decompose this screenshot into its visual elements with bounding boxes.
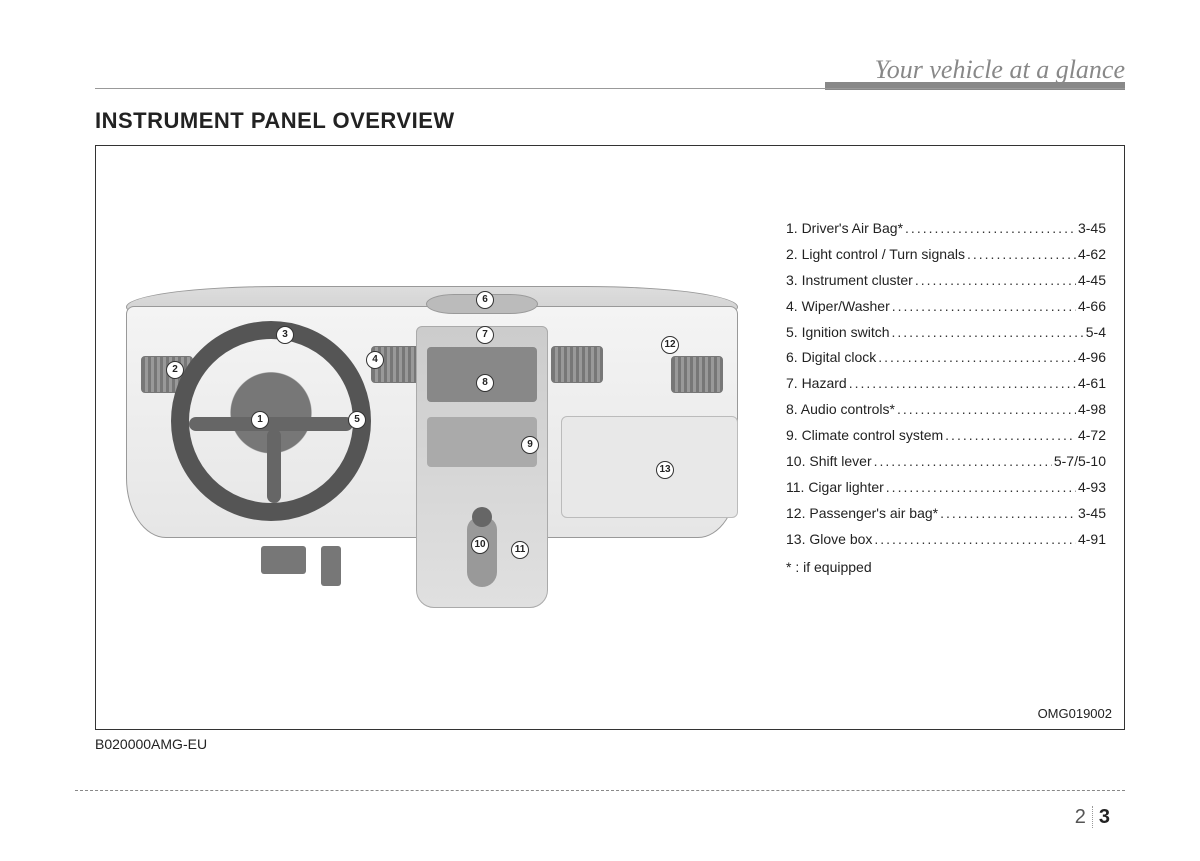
page-index: 3: [1093, 806, 1110, 828]
callout-3: 3: [276, 326, 294, 344]
legend-row: 12. Passenger's air bag* 3-45: [786, 501, 1106, 527]
legend-page-ref: 4-66: [1078, 294, 1106, 320]
legend-page-ref: 4-93: [1078, 475, 1106, 501]
legend-row: 4. Wiper/Washer 4-66: [786, 294, 1106, 320]
legend-row: 3. Instrument cluster 4-45: [786, 268, 1106, 294]
air-vent-center-right: [551, 346, 603, 383]
air-vent-right: [671, 356, 723, 393]
legend-leader-dots: [967, 242, 1076, 268]
legend-leader-dots: [878, 345, 1076, 371]
legend-label: 1. Driver's Air Bag*: [786, 216, 903, 242]
legend-row: 13. Glove box 4-91: [786, 527, 1106, 553]
legend-leader-dots: [874, 527, 1076, 553]
callout-4: 4: [366, 351, 384, 369]
legend-leader-dots: [897, 397, 1076, 423]
legend-leader-dots: [945, 423, 1076, 449]
callout-10: 10: [471, 536, 489, 554]
legend-row: 11. Cigar lighter 4-93: [786, 475, 1106, 501]
center-stack: [416, 326, 548, 608]
legend-label: 13. Glove box: [786, 527, 872, 553]
legend-page-ref: 3-45: [1078, 216, 1106, 242]
legend-label: 6. Digital clock: [786, 345, 876, 371]
callout-13: 13: [656, 461, 674, 479]
page-footer-rule: [75, 790, 1125, 791]
accelerator-pedal: [321, 546, 341, 586]
legend-leader-dots: [849, 371, 1076, 397]
legend-page-ref: 5-4: [1086, 320, 1106, 346]
callout-9: 9: [521, 436, 539, 454]
legend-label: 8. Audio controls*: [786, 397, 895, 423]
legend-page-ref: 4-91: [1078, 527, 1106, 553]
callout-5: 5: [348, 411, 366, 429]
legend-page-ref: 3-45: [1078, 501, 1106, 527]
figure-image-code: OMG019002: [1038, 706, 1112, 721]
steering-wheel: [171, 321, 371, 521]
legend-label: 2. Light control / Turn signals: [786, 242, 965, 268]
callout-7: 7: [476, 326, 494, 344]
section-title: INSTRUMENT PANEL OVERVIEW: [95, 108, 455, 134]
legend-label: 11. Cigar lighter: [786, 475, 884, 501]
callout-1: 1: [251, 411, 269, 429]
legend-row: 1. Driver's Air Bag* 3-45: [786, 216, 1106, 242]
legend-row: 10. Shift lever 5-7/5-10: [786, 449, 1106, 475]
legend-label: 9. Climate control system: [786, 423, 943, 449]
legend-page-ref: 4-96: [1078, 345, 1106, 371]
callout-12: 12: [661, 336, 679, 354]
legend-label: 7. Hazard: [786, 371, 847, 397]
legend-leader-dots: [940, 501, 1076, 527]
legend-page-ref: 4-45: [1078, 268, 1106, 294]
callout-2: 2: [166, 361, 184, 379]
legend-leader-dots: [892, 320, 1084, 346]
legend-row: 8. Audio controls* 4-98: [786, 397, 1106, 423]
figure-frame: 12345678910111213 1. Driver's Air Bag*3-…: [95, 145, 1125, 730]
legend-leader-dots: [874, 449, 1052, 475]
legend-row: 5. Ignition switch 5-4: [786, 320, 1106, 346]
page-number: 23: [1075, 806, 1110, 829]
legend-label: 5. Ignition switch: [786, 320, 890, 346]
legend-row: 7. Hazard 4-61: [786, 371, 1106, 397]
page-chapter: 2: [1075, 806, 1093, 828]
document-code: B020000AMG-EU: [95, 736, 207, 752]
callout-8: 8: [476, 374, 494, 392]
header-rule: [95, 88, 1125, 89]
glove-box: [561, 416, 738, 518]
legend-label: 12. Passenger's air bag*: [786, 501, 938, 527]
legend-leader-dots: [892, 294, 1076, 320]
legend-footnote: * : if equipped: [786, 555, 1106, 581]
legend-row: 2. Light control / Turn signals 4-62: [786, 242, 1106, 268]
dashboard-diagram: 12345678910111213: [116, 186, 756, 666]
legend-leader-dots: [886, 475, 1076, 501]
callout-6: 6: [476, 291, 494, 309]
legend-label: 4. Wiper/Washer: [786, 294, 890, 320]
legend-page-ref: 4-98: [1078, 397, 1106, 423]
legend-page-ref: 4-61: [1078, 371, 1106, 397]
legend-list: 1. Driver's Air Bag*3-452. Light control…: [786, 216, 1106, 580]
legend-leader-dots: [905, 216, 1076, 242]
legend-label: 3. Instrument cluster: [786, 268, 913, 294]
legend-row: 9. Climate control system 4-72: [786, 423, 1106, 449]
legend-page-ref: 4-62: [1078, 242, 1106, 268]
chapter-title: Your vehicle at a glance: [875, 55, 1125, 84]
legend-page-ref: 5-7/5-10: [1054, 449, 1106, 475]
brake-pedal: [261, 546, 306, 574]
legend-leader-dots: [915, 268, 1076, 294]
legend-label: 10. Shift lever: [786, 449, 872, 475]
legend-page-ref: 4-72: [1078, 423, 1106, 449]
legend-row: 6. Digital clock 4-96: [786, 345, 1106, 371]
callout-11: 11: [511, 541, 529, 559]
